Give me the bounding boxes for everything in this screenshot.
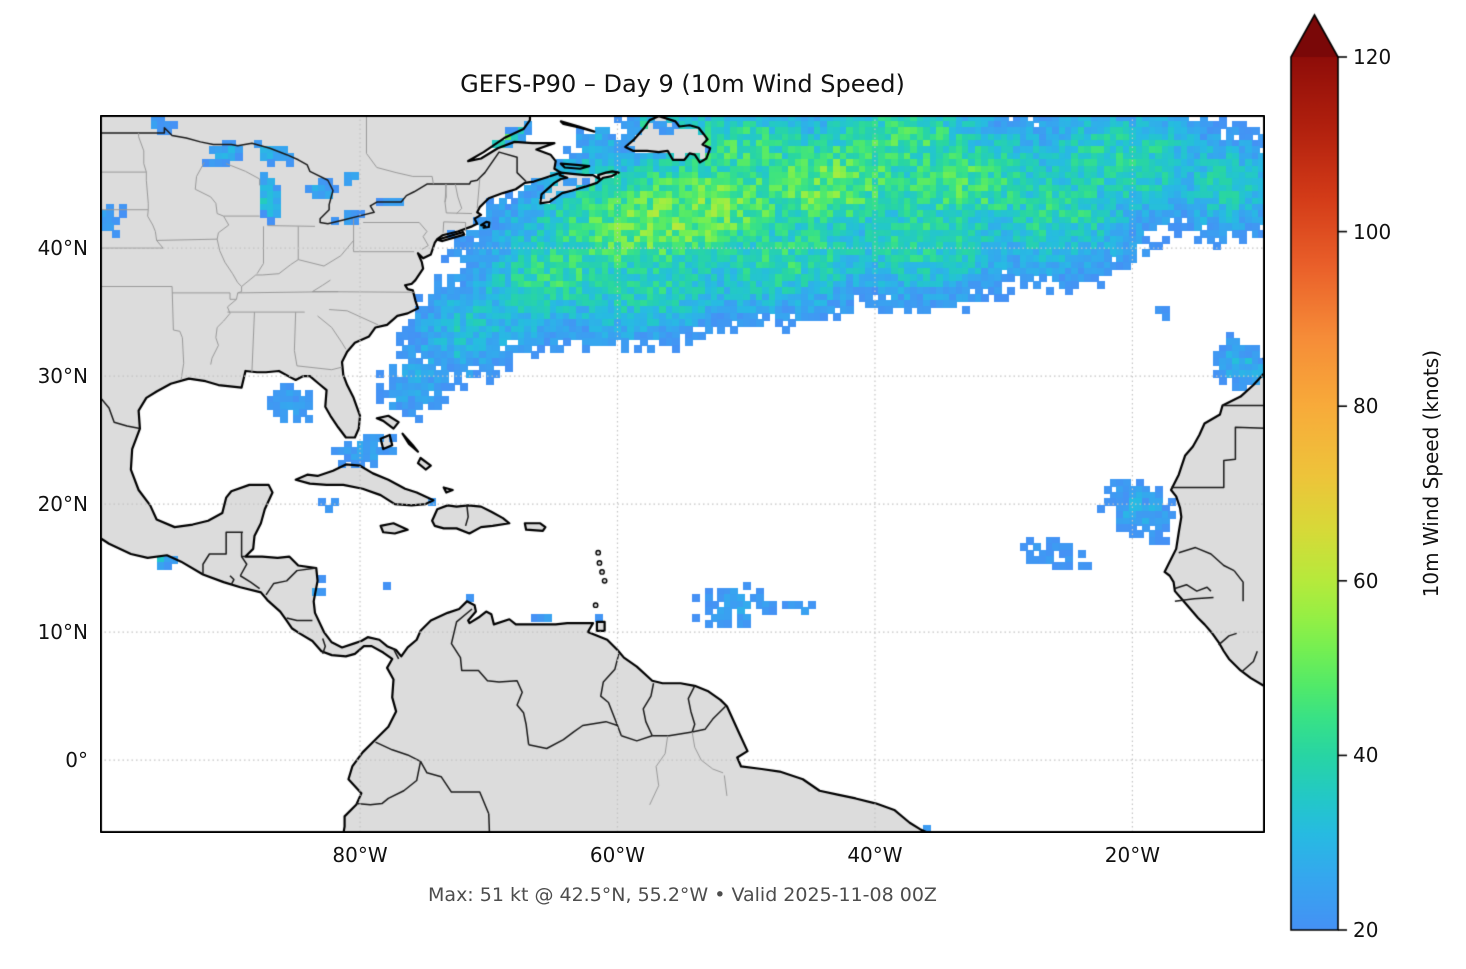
caption-text: Max: 51 kt @ 42.5°N, 55.2°W • Valid 2025… bbox=[428, 884, 937, 906]
colorbar-tick-label: 60 bbox=[1353, 568, 1379, 593]
colorbar-tick-label: 120 bbox=[1353, 45, 1392, 69]
map-plot-canvas bbox=[100, 115, 1265, 833]
colorbar-tick-label: 80 bbox=[1353, 394, 1379, 419]
y-axis-tick-label: 30°N bbox=[37, 364, 88, 389]
colorbar-tick-label: 40 bbox=[1353, 743, 1379, 768]
y-axis-tick-label: 20°N bbox=[37, 492, 88, 517]
x-axis-tick-label: 60°W bbox=[589, 843, 646, 867]
y-axis-tick-label: 0° bbox=[65, 748, 88, 773]
colorbar-canvas bbox=[1289, 12, 1353, 938]
colorbar-axis-label: 10m Wind Speed (knots) bbox=[1419, 350, 1443, 598]
x-axis-tick-label: 20°W bbox=[1104, 843, 1161, 867]
y-axis-tick-label: 10°N bbox=[37, 620, 88, 645]
y-axis-tick-label: 40°N bbox=[37, 236, 88, 261]
chart-title: GEFS-P90 – Day 9 (10m Wind Speed) bbox=[460, 70, 905, 98]
x-axis-tick-label: 40°W bbox=[847, 843, 903, 867]
colorbar-tick-label: 20 bbox=[1353, 918, 1379, 942]
colorbar-tick-label: 100 bbox=[1353, 219, 1392, 244]
x-axis-tick-label: 80°W bbox=[332, 843, 388, 867]
